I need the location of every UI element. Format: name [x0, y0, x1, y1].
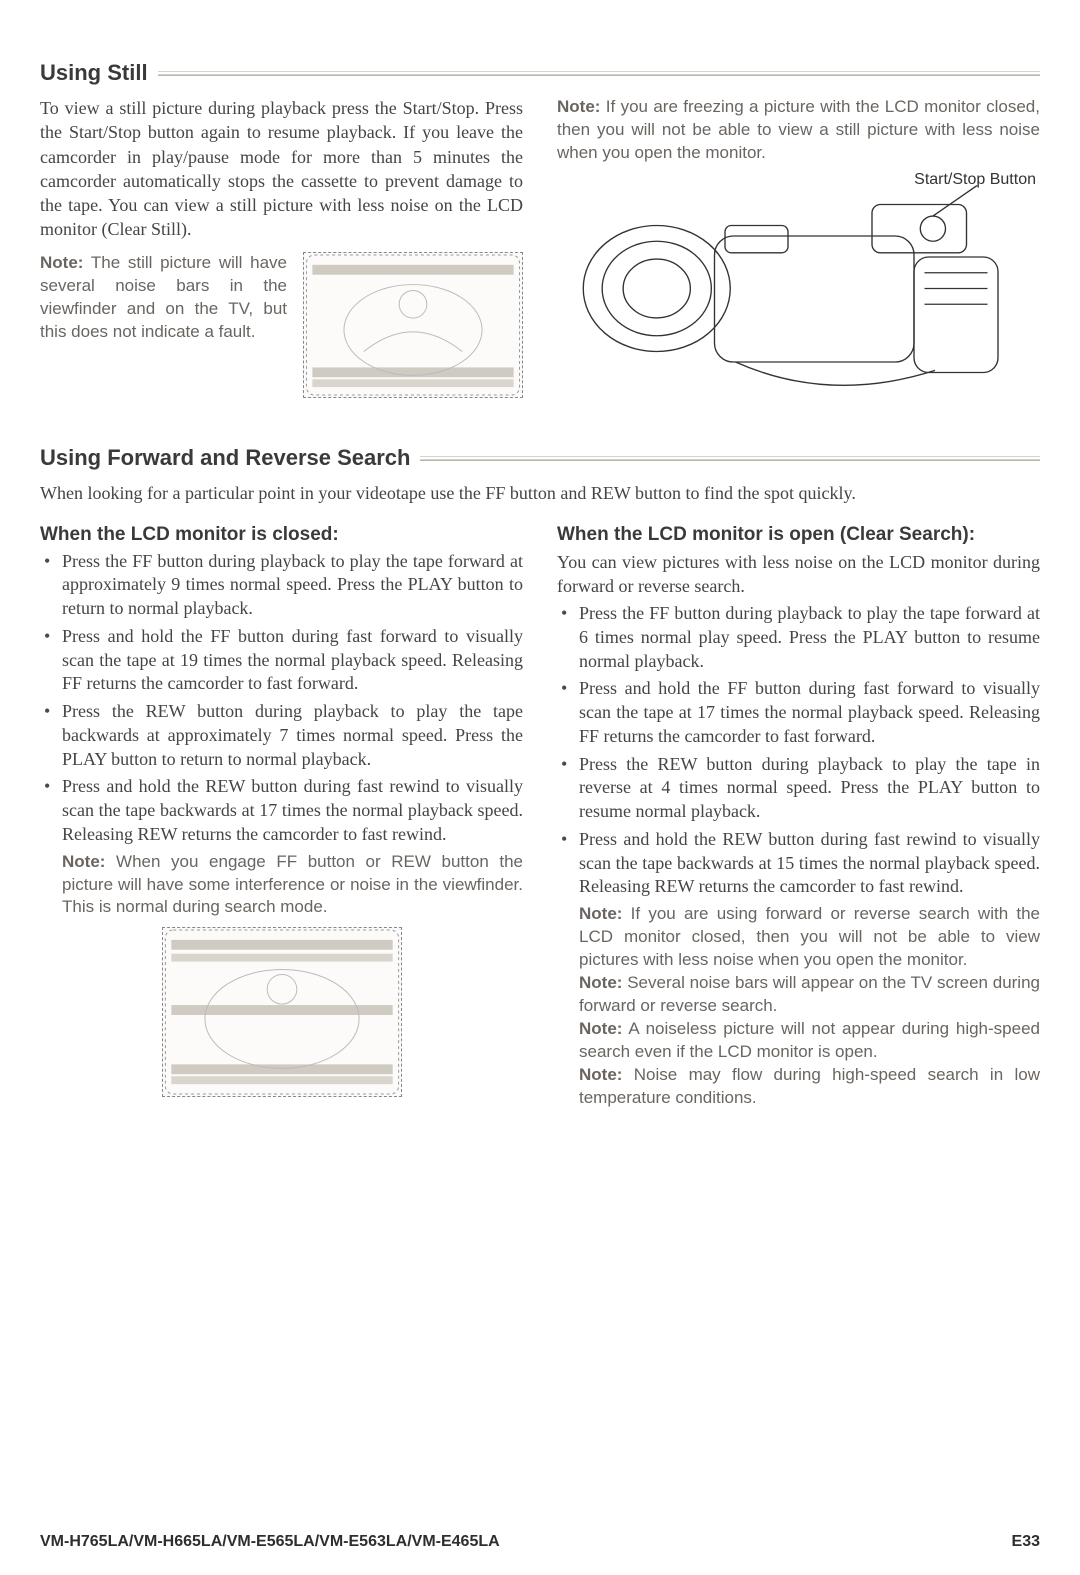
search-open-col: When the LCD monitor is open (Clear Sear…: [557, 518, 1040, 1110]
open-note-3: Note: A noiseless picture will not appea…: [557, 1018, 1040, 1064]
closed-note: Note: When you engage FF button or REW b…: [40, 851, 523, 920]
note-body: If you are freezing a picture with the L…: [557, 97, 1040, 162]
still-note-1: Note: The still picture will have severa…: [40, 252, 287, 398]
camcorder-figure: Start/Stop Button: [557, 173, 1040, 420]
list-item: Press the FF button during playback to p…: [40, 550, 523, 621]
note-label: Note:: [579, 1065, 622, 1084]
page-footer: VM-H765LA/VM-H665LA/VM-E565LA/VM-E563LA/…: [40, 1533, 1040, 1551]
list-item: Press and hold the FF button during fast…: [557, 677, 1040, 748]
note-body: Noise may flow during high-speed search …: [579, 1065, 1040, 1107]
search-intro: When looking for a particular point in y…: [40, 481, 1040, 505]
open-note-4: Note: Noise may flow during high-speed s…: [557, 1064, 1040, 1110]
closed-bullets: Press the FF button during playback to p…: [40, 550, 523, 847]
open-note-2: Note: Several noise bars will appear on …: [557, 972, 1040, 1018]
note-body: Several noise bars will appear on the TV…: [579, 973, 1040, 1015]
noise-illustration-1: [303, 252, 523, 398]
note-label: Note:: [579, 973, 622, 992]
still-note-2: Note: If you are freezing a picture with…: [557, 96, 1040, 165]
section-rule: [158, 70, 1040, 76]
note-body: A noiseless picture will not appear duri…: [579, 1019, 1040, 1061]
note-label: Note:: [557, 97, 600, 116]
noise-illustration-2: [162, 927, 402, 1097]
search-closed-col: When the LCD monitor is closed: Press th…: [40, 518, 523, 1110]
section-title-text: Using Forward and Reverse Search: [40, 445, 410, 471]
open-bullets: Press the FF button during playback to p…: [557, 602, 1040, 899]
note-label: Note:: [40, 253, 83, 272]
footer-models: VM-H765LA/VM-H665LA/VM-E565LA/VM-E563LA/…: [40, 1533, 500, 1551]
open-note-1: Note: If you are using forward or revers…: [557, 903, 1040, 972]
section-title-text: Using Still: [40, 60, 148, 86]
still-left-col: To view a still picture during playback …: [40, 96, 523, 419]
note-body: When you engage FF button or REW button …: [62, 852, 523, 917]
note-label: Note:: [62, 852, 105, 871]
section-title-still: Using Still: [40, 60, 1040, 86]
list-item: Press and hold the REW button during fas…: [557, 828, 1040, 899]
list-item: Press the REW button during playback to …: [40, 700, 523, 771]
start-stop-callout: Start/Stop Button: [914, 171, 1036, 189]
section-rule: [420, 455, 1040, 461]
still-paragraph: To view a still picture during playback …: [40, 96, 523, 242]
section-title-search: Using Forward and Reverse Search: [40, 445, 1040, 471]
note-label: Note:: [579, 904, 622, 923]
open-heading: When the LCD monitor is open (Clear Sear…: [557, 524, 1040, 546]
closed-heading: When the LCD monitor is closed:: [40, 524, 523, 546]
open-intro: You can view pictures with less noise on…: [557, 550, 1040, 599]
note-body: If you are using forward or reverse sear…: [579, 904, 1040, 969]
list-item: Press the FF button during playback to p…: [557, 602, 1040, 673]
list-item: Press the REW button during playback to …: [557, 753, 1040, 824]
note-label: Note:: [579, 1019, 622, 1038]
list-item: Press and hold the REW button during fas…: [40, 775, 523, 846]
footer-page: E33: [1012, 1533, 1040, 1551]
still-right-col: Note: If you are freezing a picture with…: [557, 96, 1040, 419]
list-item: Press and hold the FF button during fast…: [40, 625, 523, 696]
